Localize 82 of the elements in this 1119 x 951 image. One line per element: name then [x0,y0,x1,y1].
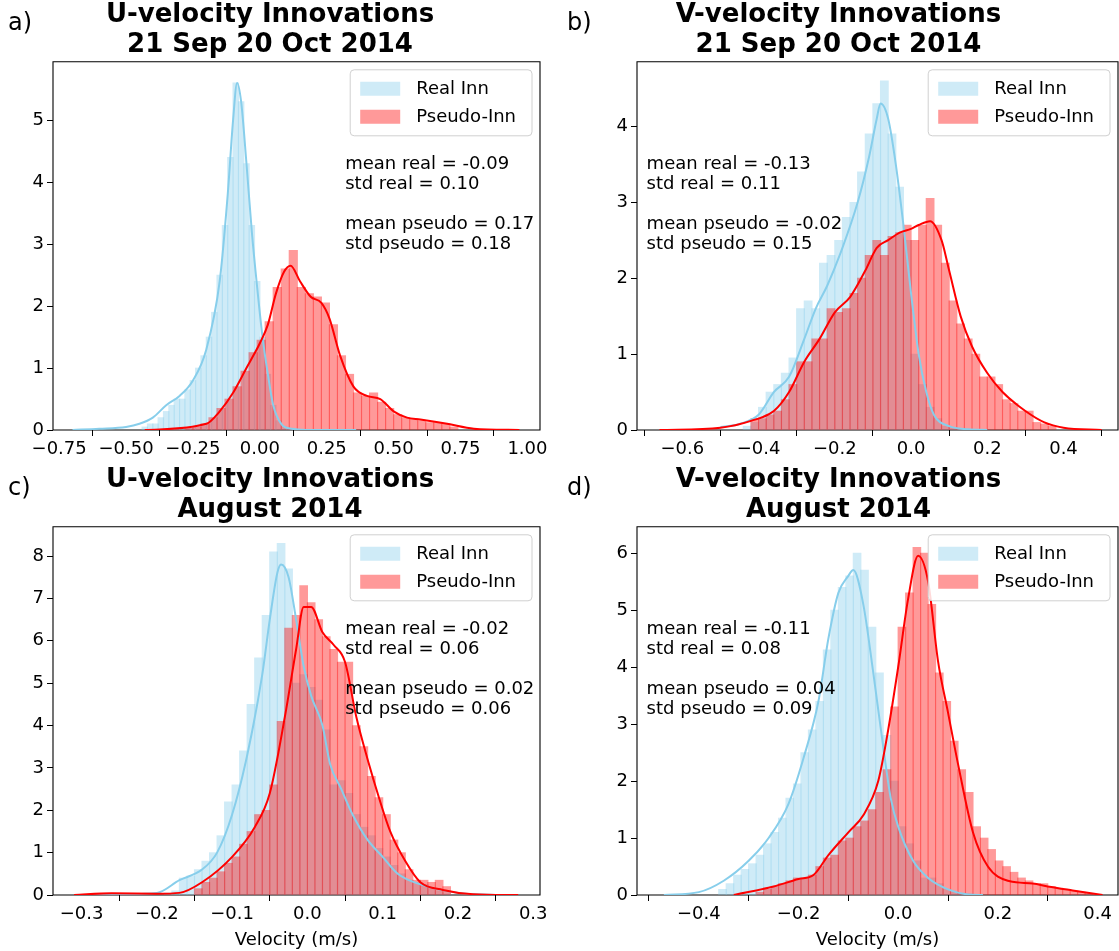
x-tick-label: 0.4 [1083,902,1112,924]
y-tick-label: 6 [616,540,628,562]
y-tick-label: 5 [32,107,44,129]
x-tick-label: 0.00 [239,437,280,459]
x-tick-label: −0.50 [98,437,154,459]
y-tick-label: 0 [616,882,628,904]
x-axis-title: Velocity (m/s) [234,927,359,949]
x-tick-label: 0.3 [518,902,548,924]
y-tick-label: 1 [616,825,628,847]
legend-label: Pseudo-Inn [416,105,517,127]
x-tick-label: 0.2 [972,437,1002,459]
y-tick-label: 1 [616,341,628,363]
annotation: mean pseudo = 0.04 [646,676,836,698]
x-tick-label: 1.00 [507,437,548,459]
y-tick-label: 1 [32,840,44,862]
x-tick-label: −0.4 [676,902,721,924]
x-tick-label: −0.1 [210,902,254,924]
x-tick-label: −0.2 [776,902,821,924]
x-tick-label: −0.4 [736,437,781,459]
x-tick-label: −0.3 [59,902,104,924]
annotation: mean real = -0.02 [345,616,510,638]
text: d) [567,473,592,501]
x-tick-label: 0.25 [306,437,347,459]
y-tick-label: 3 [32,755,44,777]
x-tick-label: −0.6 [660,437,705,459]
y-tick-label: 3 [616,711,628,733]
x-tick-label: 0.4 [1049,437,1078,459]
legend-label: Pseudo-Inn [994,105,1095,127]
y-tick-label: 3 [616,189,628,211]
annotation: std real = 0.06 [345,636,480,658]
legend-label: Pseudo-Inn [416,570,517,592]
annotation: mean pseudo = -0.02 [646,211,843,233]
chart-title: U-velocity Innovations August 2014 [105,462,435,523]
text: c) [8,473,31,501]
x-tick-label: 0.75 [440,437,481,459]
legend-label: Real Inn [416,542,489,564]
y-tick-label: 0 [616,417,628,439]
text: a) [8,8,33,36]
chart-title: U-velocity Innovations 21 Sep 20 Oct 2014 [105,0,435,58]
annotation: std real = 0.10 [345,171,480,193]
annotation: mean real = -0.09 [345,151,510,173]
legend-label: Real Inn [994,542,1067,564]
x-tick-label: −0.75 [31,437,87,459]
y-tick-label: 0 [32,882,44,904]
x-tick-label: 0.50 [373,437,414,459]
legend-label: Real Inn [416,77,489,99]
y-tick-label: 7 [32,586,44,608]
y-tick-label: 3 [32,231,44,253]
y-tick-label: 5 [32,670,44,692]
annotation: mean real = -0.11 [646,616,811,638]
annotation: std real = 0.11 [646,171,781,193]
y-tick-label: 4 [32,169,44,191]
x-tick-label: −0.25 [165,437,221,459]
x-tick-label: 0.2 [443,902,473,924]
y-tick-label: 2 [32,293,44,315]
y-tick-label: 5 [616,597,628,619]
x-axis-title: Velocity (m/s) [815,927,940,949]
y-tick-label: 4 [616,114,628,135]
x-tick-label: 0.0 [896,437,926,459]
x-tick-label: −0.2 [135,902,179,924]
legend-label: Pseudo-Inn [994,570,1095,592]
y-tick-label: 2 [616,265,628,287]
annotation: mean real = -0.13 [646,151,811,173]
annotation: std real = 0.08 [646,636,781,658]
y-tick-label: 0 [32,417,44,439]
chart-title: V-velocity Innovations August 2014 [675,462,1002,523]
x-tick-label: −0.2 [812,437,857,459]
x-tick-label: 0.0 [293,902,322,924]
y-tick-label: 4 [32,713,44,735]
annotation: mean pseudo = 0.17 [345,211,535,233]
y-tick-label: 1 [32,355,44,377]
y-tick-label: 2 [616,768,628,790]
y-tick-label: 4 [616,654,628,676]
y-tick-label: 8 [32,543,44,565]
legend-label: Real Inn [994,77,1067,99]
x-tick-label: 0.2 [983,902,1013,924]
x-tick-label: 0.1 [368,902,398,924]
y-tick-label: 2 [32,797,44,819]
text: b) [567,8,592,36]
x-tick-label: 0.0 [883,902,913,924]
chart-title: V-velocity Innovations 21 Sep 20 Oct 2014 [675,0,1002,58]
y-tick-label: 6 [32,628,44,650]
